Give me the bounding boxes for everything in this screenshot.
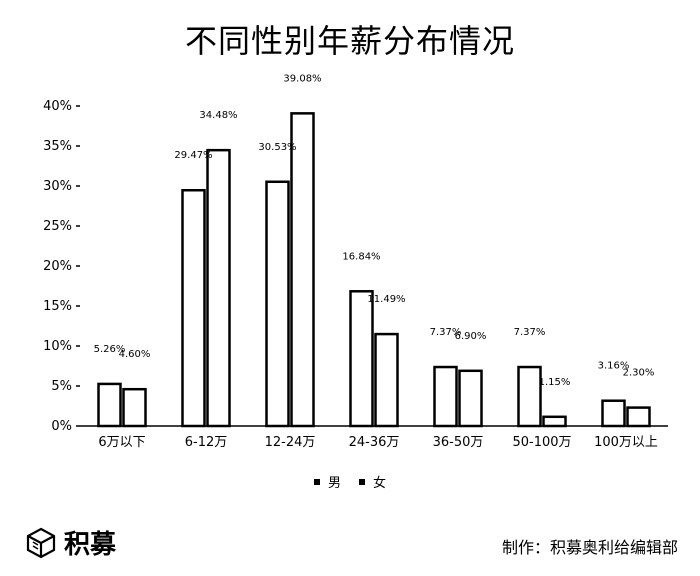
- legend-swatch-female: [359, 478, 365, 485]
- data-label-male: 5.26%: [94, 344, 126, 355]
- y-tick-label: 10%: [43, 339, 72, 354]
- bar-female: [206, 148, 231, 428]
- bar-male: [349, 290, 374, 428]
- bar-male: [97, 382, 122, 428]
- y-tick-label: 15%: [43, 299, 72, 314]
- legend: 男 女: [0, 472, 700, 491]
- bar-male: [181, 188, 206, 428]
- bar-female: [122, 387, 147, 428]
- x-tick-label: 50-100万: [512, 435, 571, 450]
- bar-female: [626, 406, 651, 428]
- data-label-female: 34.48%: [199, 110, 237, 121]
- legend-item-male: 男: [313, 472, 341, 491]
- x-tick-label: 36-50万: [433, 435, 484, 450]
- data-label-male: 30.53%: [258, 142, 296, 153]
- data-label-male: 3.16%: [598, 361, 630, 372]
- bar-chart: 0% 5% 10% 15% 20% 25% 30% 35% 40% 5.26%4.60% 29.4…: [43, 73, 668, 450]
- legend-label-female: 女: [373, 476, 387, 491]
- data-labels: 5.26%4.60% 29.47% 34.48% 30.53% 39.08% 16.84%…: [94, 73, 655, 387]
- cube-logo-icon: [26, 527, 56, 558]
- x-tick-label: 100万以上: [594, 435, 658, 450]
- x-tick-label: 12-24万: [265, 435, 316, 450]
- data-label-male: 7.37%: [514, 327, 546, 338]
- bar-female: [290, 112, 315, 428]
- y-tick-label: 0%: [51, 419, 72, 434]
- bar-male: [517, 365, 542, 428]
- x-tick-label: 24-36万: [349, 435, 400, 450]
- bars: [97, 112, 651, 428]
- legend-item-female: 女: [359, 472, 386, 491]
- bar-male: [601, 399, 626, 428]
- legend-label-male: 男: [327, 476, 341, 491]
- bar-male: [265, 180, 290, 428]
- chart-title: 不同性别年薪分布情况: [184, 22, 515, 60]
- bar-female: [374, 332, 399, 428]
- bar-female: [458, 369, 483, 428]
- x-axis: 6万以下 6-12万 12-24万 24-36万 36-50万 50-100万 100万以上: [80, 425, 668, 450]
- bar-female: [542, 415, 567, 428]
- brand: 积募: [24, 524, 116, 561]
- y-tick-label: 25%: [43, 219, 72, 234]
- data-label-female: 2.30%: [623, 368, 655, 379]
- data-label-male: 16.84%: [342, 251, 380, 262]
- legend-swatch-male: [313, 478, 320, 485]
- data-label-female: 1.15%: [539, 377, 571, 388]
- data-label-female: 4.60%: [119, 349, 151, 360]
- brand-name: 积募: [64, 530, 117, 560]
- data-label-male: 29.47%: [174, 150, 212, 161]
- y-tick-label: 5%: [51, 379, 72, 394]
- data-label-male: 7.37%: [430, 327, 462, 338]
- x-tick-label: 6万以下: [98, 435, 145, 450]
- y-tick-label: 20%: [43, 259, 72, 274]
- data-label-female: 39.08%: [283, 73, 321, 84]
- y-axis: 0% 5% 10% 15% 20% 25% 30% 35% 40%: [43, 99, 80, 434]
- y-tick-label: 35%: [43, 139, 72, 154]
- x-tick-label: 6-12万: [185, 435, 228, 450]
- credit-text: 制作：积募奥利给编辑部: [501, 538, 678, 557]
- data-label-female: 6.90%: [455, 331, 487, 342]
- y-tick-label: 40%: [43, 99, 72, 114]
- data-label-female: 11.49%: [367, 294, 405, 305]
- y-tick-label: 30%: [43, 179, 72, 194]
- bar-male: [433, 365, 458, 428]
